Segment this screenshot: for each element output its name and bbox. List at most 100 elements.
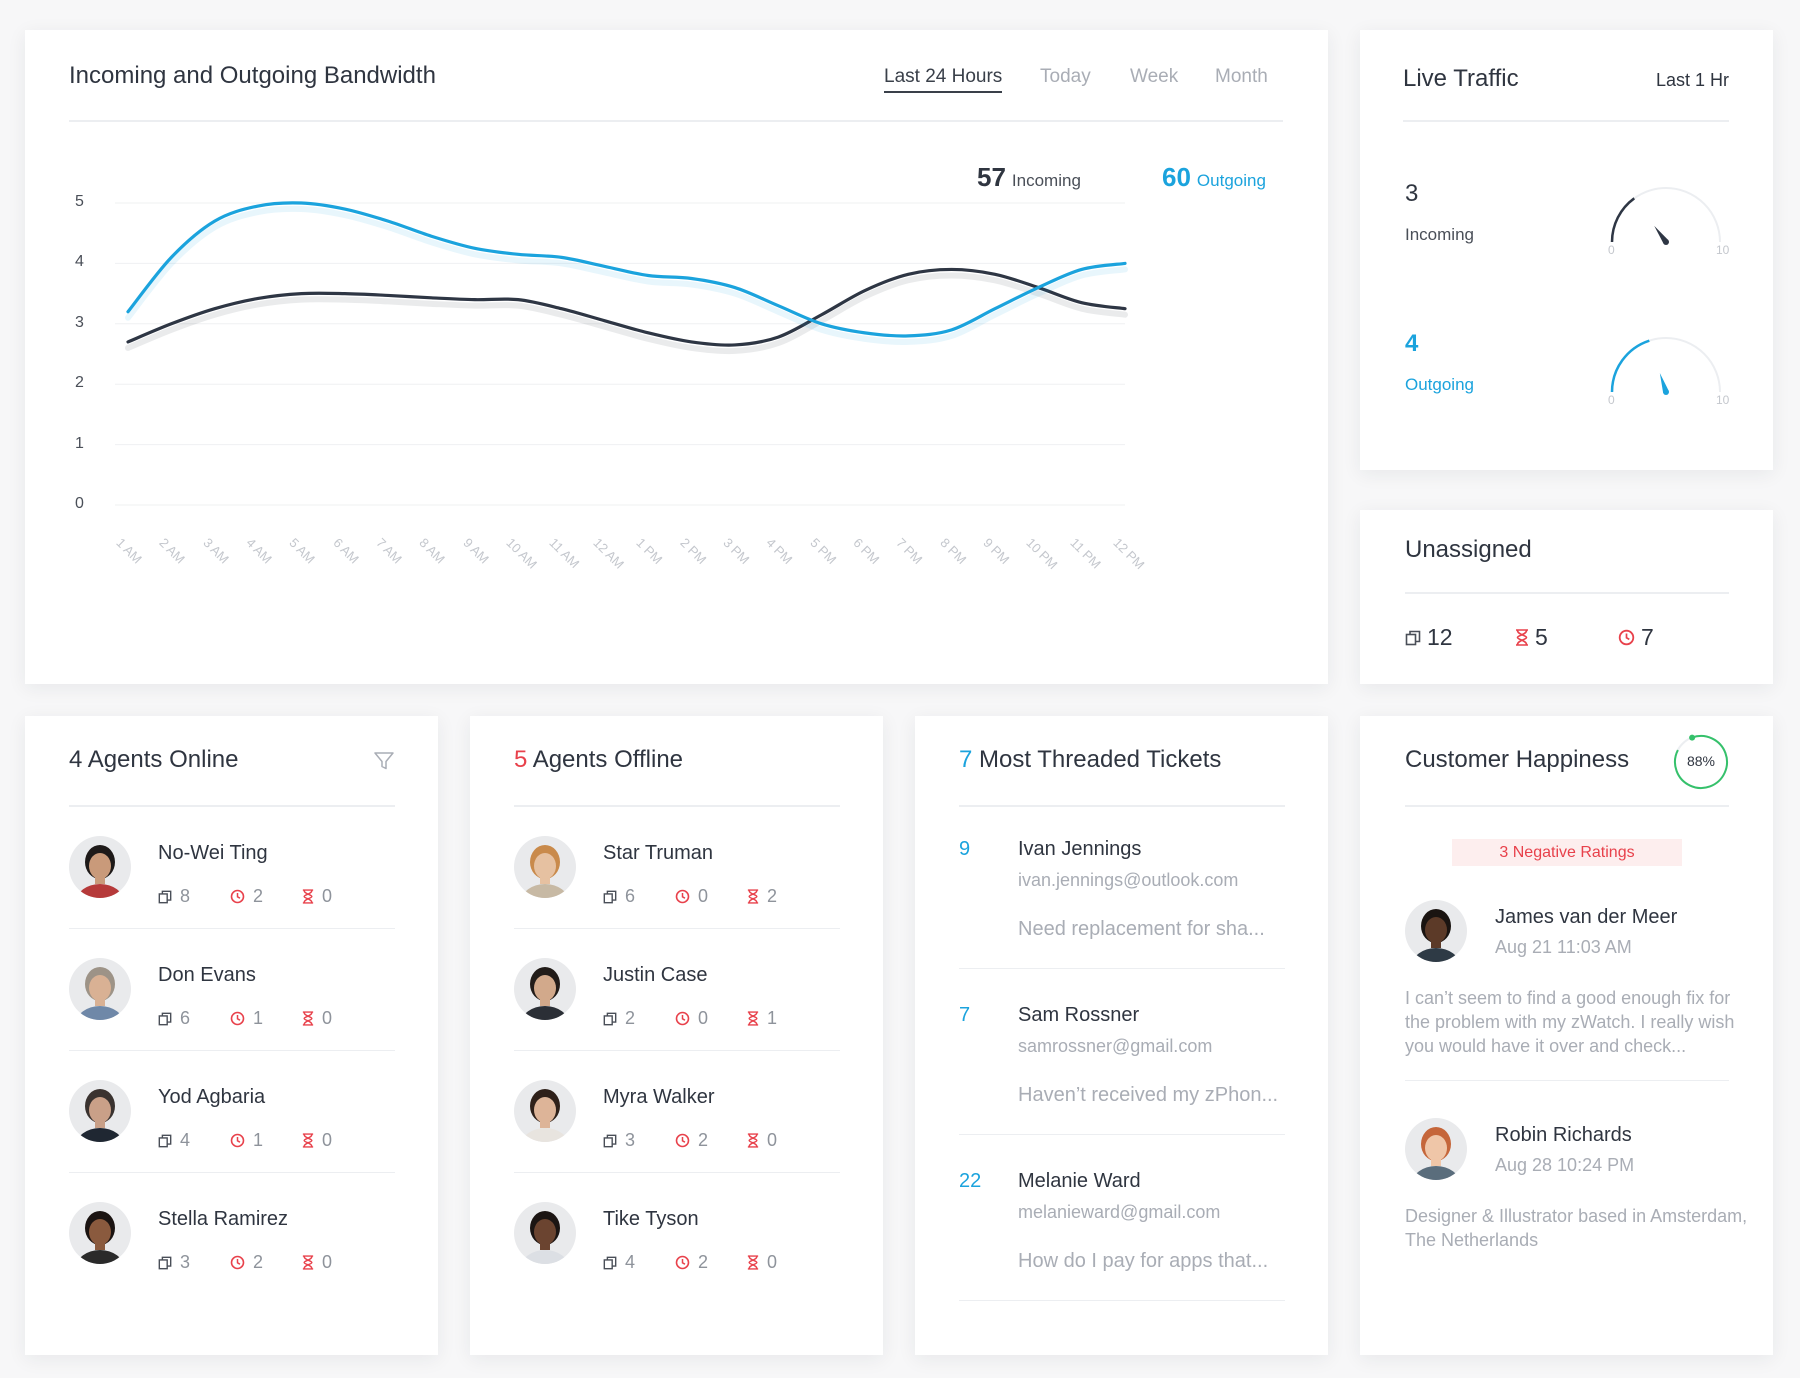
reviewer-name[interactable]: Robin Richards (1495, 1124, 1632, 1146)
hourglass-icon (747, 1133, 763, 1148)
tab-last-24-hours[interactable]: Last 24 Hours (884, 66, 1003, 93)
agent-pending-value: 0 (322, 886, 333, 906)
tab-month[interactable]: Month (1215, 66, 1268, 87)
agent-overdue-value: 0 (698, 886, 709, 906)
agent-pending: 2 (747, 886, 819, 907)
data-point-incoming (863, 289, 867, 292)
agents-online-card: 4 Agents Online No-Wei Ting 8 2 0 Don Evans 6… (25, 716, 438, 1355)
unassigned-pending[interactable]: 5 (1515, 624, 1548, 651)
agents-online-label: Agents Online (87, 746, 239, 773)
data-point-outgoing (386, 219, 390, 223)
data-point-incoming (993, 273, 997, 276)
agent-name[interactable]: Justin Case (603, 964, 708, 986)
bandwidth-title: Incoming and Outgoing Bandwidth (69, 62, 436, 89)
threaded-label: Most Threaded Tickets (979, 746, 1222, 773)
threaded-count: 7 (959, 746, 973, 773)
agent-pending: 0 (302, 1252, 374, 1273)
agent-stats: 6 0 2 (603, 886, 819, 907)
agent-overdue-value: 2 (698, 1252, 709, 1272)
negative-ratings-badge[interactable]: 3 Negative Ratings (1452, 839, 1682, 866)
ticket-thread-count: 22 (959, 1170, 982, 1192)
agent-name[interactable]: Stella Ramirez (158, 1208, 289, 1230)
agent-name[interactable]: Yod Agbaria (158, 1086, 266, 1108)
data-point-incoming (170, 322, 173, 325)
agent-overdue-value: 2 (253, 1252, 264, 1272)
unassigned-tickets[interactable]: 12 (1405, 624, 1453, 651)
data-point-outgoing (256, 204, 260, 208)
tab-today[interactable]: Today (1040, 66, 1091, 87)
agent-separator (514, 1050, 840, 1051)
agent-overdue-value: 1 (253, 1130, 264, 1150)
gauge-fill (1610, 339, 1650, 393)
gauge-fill (1610, 197, 1636, 243)
agent-tickets-value: 6 (180, 1008, 191, 1028)
agent-tickets: 2 (603, 1008, 675, 1029)
live-traffic-title: Live Traffic (1403, 65, 1519, 92)
agent-name[interactable]: No-Wei Ting (158, 842, 268, 864)
clock-icon (230, 889, 249, 904)
y-tick-label: 0 (75, 495, 84, 512)
unassigned-divider (1405, 592, 1729, 594)
y-tick-label: 1 (75, 434, 84, 452)
agent-overdue-value: 0 (698, 1008, 709, 1028)
data-point-outgoing (820, 322, 823, 325)
ticket-requester-name[interactable]: Sam Rossner (1018, 1004, 1140, 1026)
ticket-requester-email: ivan.jennings@outlook.com (1018, 870, 1239, 890)
agent-separator (514, 928, 840, 929)
agent-pending-value: 0 (322, 1008, 333, 1028)
clock-icon (230, 1011, 249, 1026)
y-tick-label: 5 (75, 193, 84, 210)
reviewer-avatar (1405, 900, 1467, 962)
agent-stats: 3 2 0 (158, 1252, 374, 1273)
gauge-hub (1663, 239, 1669, 245)
unassigned-overdue-count: 7 (1641, 624, 1654, 650)
agent-tickets: 6 (158, 1008, 230, 1029)
agent-pending-value: 1 (767, 1008, 778, 1028)
data-point-outgoing (430, 235, 433, 238)
threaded-title: 7 Most Threaded Tickets (959, 746, 1221, 774)
incoming-gauge-max: 10 (1716, 243, 1730, 257)
data-point-incoming (343, 292, 346, 295)
agent-name[interactable]: Myra Walker (603, 1086, 715, 1108)
ticket-subject[interactable]: Haven’t received my zPhon... (1018, 1084, 1279, 1106)
ticket-separator (959, 968, 1285, 969)
live-traffic-period[interactable]: Last 1 Hr (1655, 70, 1729, 90)
data-point-outgoing (646, 274, 650, 277)
data-point-incoming (777, 335, 780, 339)
agent-name[interactable]: Tike Tyson (603, 1208, 699, 1230)
clock-icon (675, 1011, 694, 1026)
outgoing-total: 60 (1162, 162, 1191, 192)
happiness-divider (1405, 805, 1729, 807)
agent-tickets: 3 (603, 1130, 675, 1151)
agents-offline-count: 5 (514, 746, 528, 773)
agent-name[interactable]: Star Truman (603, 842, 714, 864)
agent-separator (69, 1172, 395, 1173)
ticket-requester-name[interactable]: Melanie Ward (1018, 1170, 1141, 1192)
y-tick-label: 2 (75, 374, 84, 392)
unassigned-overdue[interactable]: 7 (1618, 624, 1654, 651)
tab-week[interactable]: Week (1130, 66, 1179, 87)
reviewer-name[interactable]: James van der Meer (1495, 906, 1678, 928)
ticket-subject[interactable]: Need replacement for sha... (1018, 918, 1265, 940)
gauge-needle (1659, 372, 1669, 393)
ticket-requester-email: melanieward@gmail.com (1018, 1202, 1221, 1222)
ticket-icon (603, 890, 621, 904)
agent-avatar (69, 958, 131, 1020)
agent-pending: 0 (747, 1252, 819, 1273)
bandwidth-divider (69, 120, 1283, 122)
agent-stats: 4 2 0 (603, 1252, 819, 1273)
outgoing-gauge (1610, 337, 1721, 395)
agent-tickets: 6 (603, 886, 675, 907)
agent-name[interactable]: Don Evans (158, 964, 256, 986)
agent-tickets: 8 (158, 886, 230, 907)
agent-overdue: 2 (230, 1252, 302, 1273)
hourglass-icon (302, 1011, 318, 1026)
ticket-requester-name[interactable]: Ivan Jennings (1018, 838, 1142, 860)
agent-tickets: 4 (603, 1252, 675, 1273)
ticket-icon (603, 1134, 621, 1148)
filter-icon[interactable] (373, 750, 395, 772)
agent-overdue: 0 (675, 1008, 747, 1029)
agent-overdue: 1 (230, 1008, 302, 1029)
ticket-subject[interactable]: How do I pay for apps that... (1018, 1250, 1269, 1272)
agent-avatar (514, 958, 576, 1020)
